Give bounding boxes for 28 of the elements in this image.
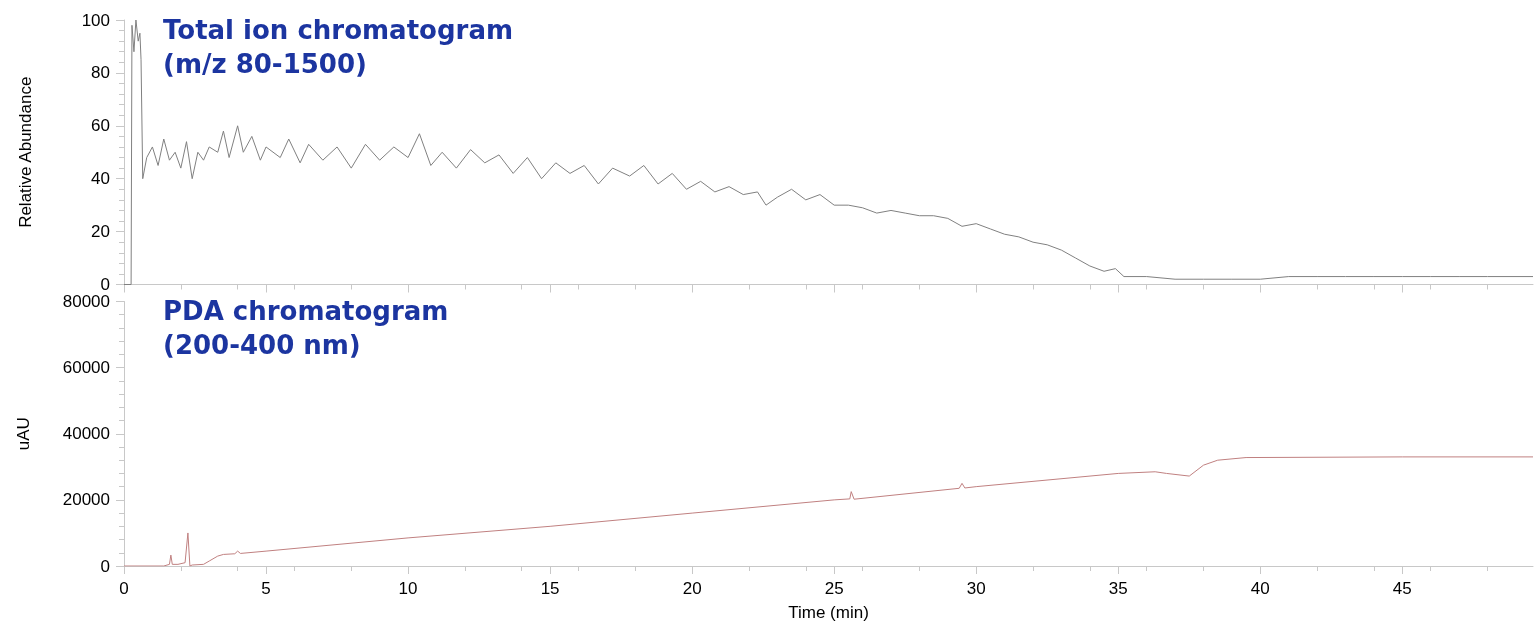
- y-tick-label: 60000: [62, 358, 110, 378]
- y-axis-title: Relative Abundance: [16, 76, 35, 228]
- y-tick-label: 60: [91, 116, 110, 136]
- x-tick-label: 20: [682, 579, 702, 598]
- x-tick-label: 0: [119, 579, 129, 598]
- x-tick-label: 35: [1108, 579, 1128, 598]
- x-tick-label: 15: [540, 579, 560, 598]
- x-tick-label: 25: [824, 579, 844, 598]
- x-tick-label: 30: [966, 579, 986, 598]
- y-tick-label: 100: [81, 10, 110, 30]
- y-tick-label: 40000: [62, 424, 110, 444]
- text: (m/z 80-1500): [163, 49, 367, 79]
- x-tick-label: 10: [398, 579, 418, 598]
- text: (200-400 nm): [163, 330, 361, 360]
- y-tick-label: 20: [91, 222, 110, 242]
- y-tick-label: 40: [91, 169, 110, 189]
- x-tick-label: 45: [1392, 579, 1412, 598]
- x-axis-title: Time (min): [788, 603, 869, 622]
- y-tick-label: 20000: [62, 490, 110, 510]
- chart-title: Total ion chromatogram: [163, 15, 514, 45]
- x-tick-label: 40: [1250, 579, 1270, 598]
- y-tick-label: 0: [100, 556, 110, 576]
- chart-title: PDA chromatogram: [163, 296, 449, 326]
- x-tick-label: 5: [261, 579, 271, 598]
- y-tick-label: 80000: [62, 292, 110, 311]
- y-axis-title: uAU: [14, 417, 33, 451]
- y-tick-label: 80: [91, 63, 110, 83]
- y-tick-label: 0: [100, 275, 110, 294]
